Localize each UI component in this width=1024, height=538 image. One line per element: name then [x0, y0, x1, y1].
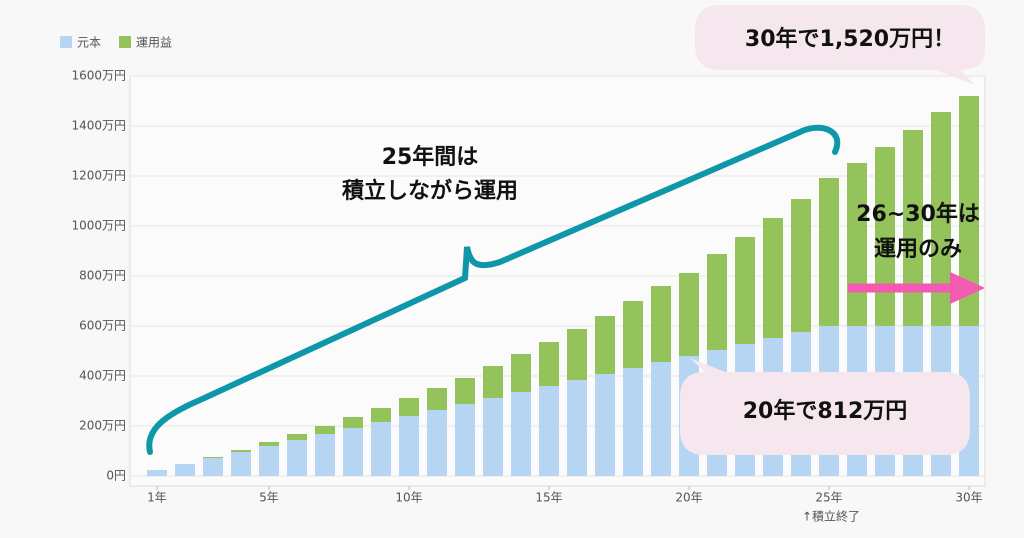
y-tick-label: 800万円 — [79, 269, 126, 283]
annotation: 25年間は — [382, 144, 479, 170]
bar-segment — [231, 452, 251, 476]
annotation: 運用のみ — [874, 237, 962, 262]
bar-segment — [539, 342, 559, 386]
legend-label: 運用益 — [136, 36, 172, 50]
annotation: ↑積立終了 — [802, 509, 860, 524]
bar-segment — [567, 380, 587, 476]
bar-segment — [651, 362, 671, 476]
y-tick-label: 1400万円 — [71, 119, 126, 133]
bar-segment — [651, 286, 671, 362]
annotation: 30年で1,520万円！ — [745, 26, 955, 52]
x-tick-label: 30年 — [955, 491, 982, 505]
bar-segment — [511, 354, 531, 392]
x-tick-label: 20年 — [675, 491, 702, 505]
bar-segment — [707, 254, 727, 350]
callout-year20 — [680, 358, 970, 455]
bar-segment — [763, 218, 783, 338]
bar-segment — [679, 273, 699, 356]
bar-segment — [623, 368, 643, 476]
annotation: 積立しながら運用 — [342, 178, 518, 204]
bar-segment — [567, 329, 587, 380]
bar-segment — [595, 374, 615, 476]
bar-segment — [287, 434, 307, 440]
legend: 元本 運用益 — [60, 36, 172, 50]
legend-label: 元本 — [77, 36, 101, 50]
bar-segment — [147, 470, 167, 476]
bar-segment — [399, 398, 419, 416]
bar-segment — [931, 112, 951, 326]
bar-segment — [371, 422, 391, 476]
bar-segment — [735, 237, 755, 344]
bar-segment — [231, 450, 251, 452]
y-tick-label: 0円 — [106, 469, 126, 483]
y-tick-label: 1000万円 — [71, 219, 126, 233]
bar-segment — [259, 442, 279, 446]
bar-segment — [819, 178, 839, 326]
bar-segment — [203, 458, 223, 476]
y-tick-label: 200万円 — [79, 419, 126, 433]
arrow-head — [950, 272, 985, 304]
y-tick-label: 1600万円 — [71, 69, 126, 83]
bar-segment — [343, 417, 363, 428]
bar-segment — [427, 388, 447, 410]
y-tick-label: 400万円 — [79, 369, 126, 383]
bar-segment — [399, 416, 419, 476]
x-tick-label: 1年 — [147, 491, 167, 505]
bar-segment — [903, 130, 923, 326]
bar-segment — [539, 386, 559, 476]
bar-segment — [287, 440, 307, 476]
bar-segment — [847, 163, 867, 326]
bar-segment — [427, 410, 447, 476]
legend-swatch — [60, 36, 72, 48]
callout-final — [695, 5, 985, 85]
bar-segment — [875, 147, 895, 326]
bar-segment — [623, 301, 643, 368]
bar-segment — [455, 378, 475, 404]
bar-segment — [371, 408, 391, 422]
annotation: 20年で812万円 — [743, 398, 908, 424]
bar-segment — [175, 464, 195, 476]
brace — [146, 124, 841, 455]
bar-segment — [483, 398, 503, 476]
annotation: 26~30年は — [856, 201, 980, 227]
bar-segment — [455, 404, 475, 476]
bar-segment — [259, 446, 279, 476]
bar-segment — [483, 366, 503, 398]
bar-segment — [959, 96, 979, 326]
y-tick-label: 600万円 — [79, 319, 126, 333]
x-tick-label: 5年 — [259, 491, 279, 505]
legend-swatch — [119, 36, 132, 48]
x-tick-label: 25年 — [815, 491, 842, 505]
bar-segment — [315, 434, 335, 476]
bar-segment — [203, 457, 223, 458]
x-tick-label: 10年 — [395, 491, 422, 505]
bar-segment — [791, 199, 811, 332]
x-tick-label: 15年 — [535, 491, 562, 505]
bar-segment — [315, 426, 335, 434]
bar-segment — [511, 392, 531, 476]
bar-segment — [343, 428, 363, 476]
bar-segment — [595, 316, 615, 374]
y-tick-label: 1200万円 — [71, 169, 126, 183]
